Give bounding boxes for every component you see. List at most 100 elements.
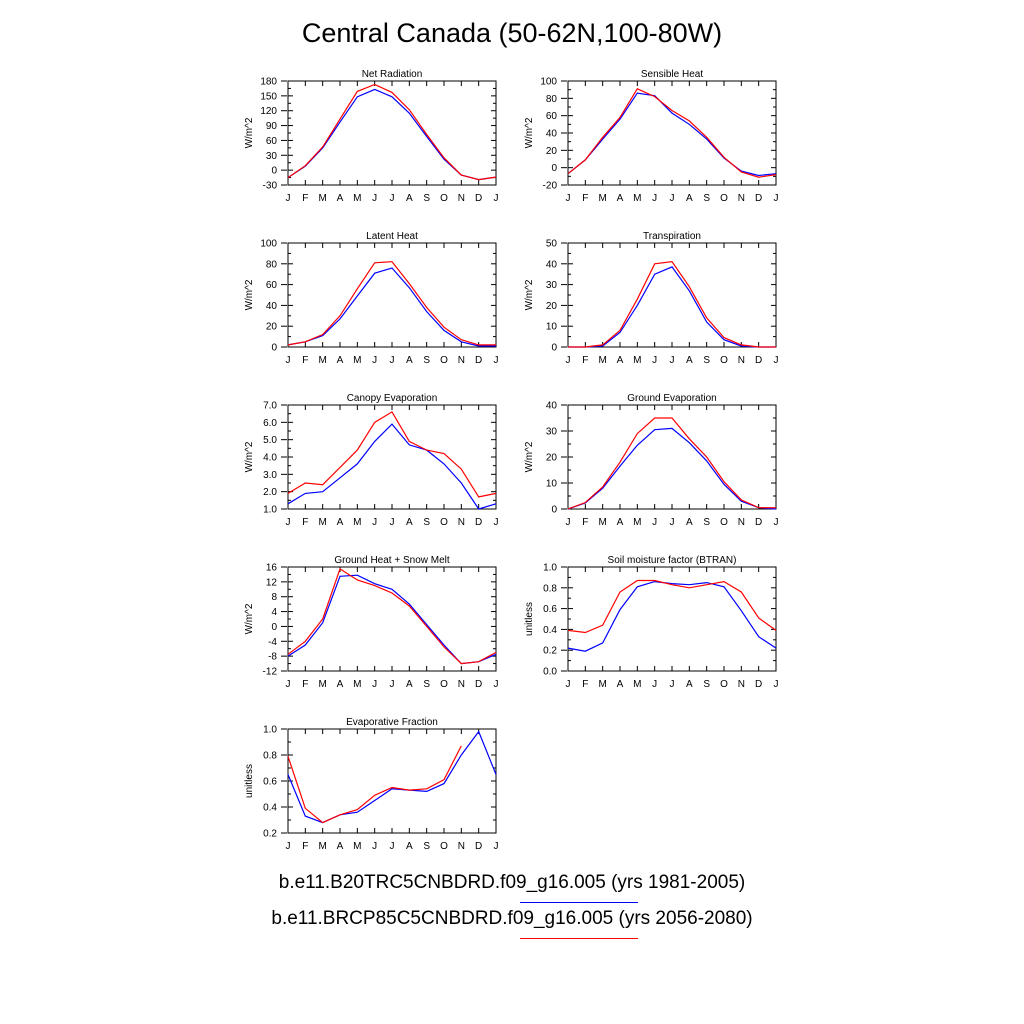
x-tick-label: J bbox=[286, 193, 291, 204]
x-tick-label: M bbox=[633, 679, 641, 690]
plot-frame bbox=[567, 404, 777, 510]
y-tick-label: 0 bbox=[551, 505, 557, 516]
x-tick-label: J bbox=[566, 679, 571, 690]
series-line-red bbox=[287, 261, 496, 346]
x-tick-label: J bbox=[286, 679, 291, 690]
series-line-red bbox=[287, 411, 497, 498]
series-line-blue bbox=[567, 92, 777, 177]
x-tick-label: M bbox=[318, 841, 326, 852]
x-tick-label: M bbox=[633, 355, 641, 366]
x-tick-label: O bbox=[440, 517, 448, 528]
y-tick-label: 5.0 bbox=[263, 435, 277, 446]
plot-frame bbox=[567, 242, 777, 348]
y-tick-label: 40 bbox=[546, 259, 558, 270]
y-tick-label: 30 bbox=[546, 280, 558, 291]
x-tick-label: D bbox=[755, 193, 762, 204]
x-tick-label: J bbox=[566, 355, 571, 366]
plot-frame bbox=[287, 566, 497, 672]
x-tick-label: M bbox=[318, 517, 326, 528]
x-tick-label: S bbox=[423, 841, 430, 852]
x-tick-label: F bbox=[302, 355, 308, 366]
y-tick-label: 180 bbox=[260, 77, 277, 88]
legend-entry-2: b.e11.BRCP85C5CNBDRD.f09_g16.005 (yrs 20… bbox=[0, 908, 1024, 930]
x-tick-label: J bbox=[670, 193, 675, 204]
x-tick-label: A bbox=[686, 355, 693, 366]
x-tick-label: J bbox=[774, 517, 779, 528]
panel-evaporative-fraction: Evaporative Fraction 0.2 0.4 0.6 0.8 1.0 J F M A M… bbox=[240, 710, 499, 855]
x-tick-label: J bbox=[372, 679, 377, 690]
y-axis-label: W/m^2 bbox=[524, 279, 535, 310]
y-tick-label: 100 bbox=[260, 239, 277, 250]
x-tick-label: J bbox=[494, 355, 499, 366]
x-tick-label: F bbox=[582, 355, 588, 366]
x-tick-label: J bbox=[390, 679, 395, 690]
y-tick-label: -4 bbox=[268, 637, 277, 648]
x-tick-label: J bbox=[390, 841, 395, 852]
y-axis-label: W/m^2 bbox=[524, 117, 535, 148]
x-tick-label: J bbox=[372, 355, 377, 366]
y-tick-label: 0 bbox=[271, 166, 277, 177]
x-tick-label: S bbox=[703, 355, 710, 366]
x-tick-label: S bbox=[423, 355, 430, 366]
y-tick-label: 0 bbox=[271, 343, 277, 354]
series-line-red bbox=[567, 417, 776, 510]
series-line-red bbox=[567, 88, 777, 178]
series-line-blue bbox=[287, 423, 497, 510]
y-tick-label: 60 bbox=[266, 280, 278, 291]
x-tick-label: N bbox=[738, 193, 745, 204]
x-tick-label: N bbox=[738, 355, 745, 366]
x-tick-label: A bbox=[686, 517, 693, 528]
x-tick-label: S bbox=[423, 679, 430, 690]
y-tick-label: 40 bbox=[546, 129, 558, 140]
plot-frame bbox=[287, 728, 497, 834]
x-tick-label: D bbox=[475, 193, 482, 204]
x-tick-label: F bbox=[582, 193, 588, 204]
x-tick-label: A bbox=[406, 841, 413, 852]
y-tick-label: 1.0 bbox=[263, 725, 277, 736]
x-tick-label: M bbox=[633, 517, 641, 528]
x-tick-label: J bbox=[494, 517, 499, 528]
x-tick-label: F bbox=[582, 517, 588, 528]
y-tick-label: 6.0 bbox=[263, 418, 277, 429]
y-tick-label: -8 bbox=[268, 652, 277, 663]
series-line-blue bbox=[287, 730, 497, 824]
y-tick-label: 0.2 bbox=[263, 829, 277, 840]
x-tick-label: N bbox=[458, 517, 465, 528]
series-line-blue bbox=[287, 574, 497, 665]
x-tick-label: N bbox=[458, 679, 465, 690]
y-tick-label: 0.6 bbox=[543, 604, 557, 615]
y-tick-label: 120 bbox=[260, 106, 277, 117]
x-tick-label: S bbox=[703, 679, 710, 690]
x-tick-label: M bbox=[353, 517, 361, 528]
x-tick-label: A bbox=[337, 841, 344, 852]
x-tick-label: J bbox=[774, 679, 779, 690]
x-tick-label: D bbox=[755, 517, 762, 528]
y-tick-label: 0.8 bbox=[543, 583, 557, 594]
x-tick-label: J bbox=[652, 193, 657, 204]
x-tick-label: A bbox=[337, 517, 344, 528]
series-line-blue bbox=[567, 580, 777, 652]
x-tick-label: N bbox=[458, 841, 465, 852]
y-tick-label: 20 bbox=[266, 322, 278, 333]
chart-svg: Canopy Evaporation 1.0 2.0 3.0 4.0 5.0 6.0 7.0 J… bbox=[244, 393, 499, 528]
x-tick-label: M bbox=[598, 193, 606, 204]
y-axis-label: W/m^2 bbox=[524, 441, 535, 472]
x-tick-label: J bbox=[286, 355, 291, 366]
x-tick-label: O bbox=[440, 355, 448, 366]
x-tick-label: O bbox=[720, 355, 728, 366]
y-tick-label: 0.8 bbox=[263, 751, 277, 762]
panel-soil-moisture-factor: Soil moisture factor (BTRAN) 0.0 0.2 0.4 0.6… bbox=[520, 548, 779, 693]
x-tick-label: J bbox=[494, 193, 499, 204]
x-tick-label: S bbox=[703, 193, 710, 204]
x-tick-label: O bbox=[440, 679, 448, 690]
y-tick-label: 10 bbox=[546, 479, 558, 490]
y-axis-label: unitless bbox=[524, 602, 535, 636]
chart-title: Evaporative Fraction bbox=[346, 717, 438, 728]
x-tick-label: J bbox=[652, 355, 657, 366]
x-tick-label: F bbox=[302, 679, 308, 690]
y-tick-label: 60 bbox=[546, 111, 558, 122]
